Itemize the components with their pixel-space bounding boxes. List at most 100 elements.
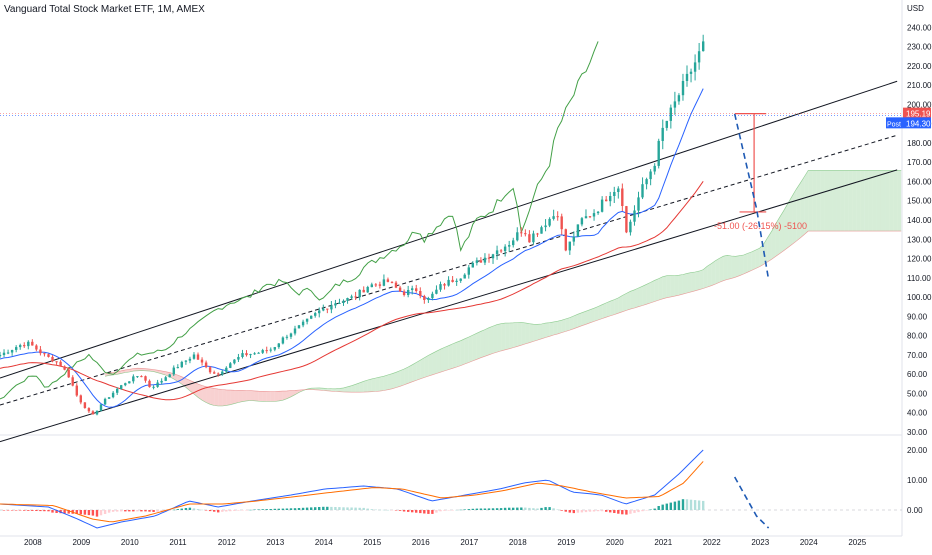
cloud-segment: [711, 260, 716, 286]
price-tick-label: 240.00: [907, 23, 932, 32]
cloud-segment: [262, 391, 267, 402]
candle-body: [358, 289, 361, 298]
macd-hist-bar: [233, 510, 236, 511]
cloud-segment: [141, 368, 146, 371]
candle-body: [350, 296, 353, 298]
candle-body: [15, 347, 18, 350]
cloud-segment: [432, 351, 437, 375]
macd-hist-bar: [140, 510, 143, 512]
macd-hist-bar: [180, 508, 183, 510]
macd-hist-bar: [31, 510, 34, 511]
macd-hist-bar: [338, 507, 341, 510]
candle-body: [99, 404, 103, 411]
macd-tick-label: 0.00: [907, 506, 923, 515]
macd-hist-bar: [621, 510, 624, 515]
time-tick-label: 2021: [654, 538, 672, 547]
candle-body: [168, 374, 171, 378]
macd-hist-bar: [572, 510, 575, 514]
cloud-segment: [424, 355, 429, 378]
macd-hist-bar: [301, 507, 305, 510]
macd-hist-bar: [653, 508, 656, 510]
cloud-segment: [250, 390, 255, 401]
cloud-segment: [282, 390, 287, 401]
cloud-segment: [743, 253, 748, 275]
cloud-segment: [371, 377, 376, 392]
cloud-segment: [565, 317, 570, 332]
macd-hist-bar: [55, 510, 58, 513]
candle-body: [79, 395, 82, 403]
candle-body: [0, 354, 2, 357]
macd-hist-bar: [681, 499, 685, 510]
cloud-segment: [816, 170, 821, 232]
time-tick-label: 2010: [121, 538, 139, 547]
cloud-segment: [412, 362, 417, 382]
candle-body: [544, 225, 547, 228]
cloud-segment: [864, 170, 869, 232]
macd-hist-bar: [277, 508, 280, 510]
cloud-segment: [751, 250, 756, 271]
candle-body: [322, 308, 325, 311]
candle-body: [293, 328, 297, 334]
candle-body: [342, 300, 345, 303]
cloud-segment: [278, 391, 283, 401]
cloud-segment: [484, 327, 489, 357]
macd-hist-bar: [637, 510, 640, 513]
macd-hist-bar: [217, 510, 220, 513]
cloud-segment: [687, 272, 692, 294]
price-tick-label: 120.00: [907, 255, 932, 264]
candle-body: [447, 279, 450, 286]
candle-body: [51, 356, 54, 362]
candle-body: [184, 360, 188, 362]
macd-hist-bar: [221, 510, 224, 512]
macd-hist-bar: [584, 510, 588, 513]
cloud-segment: [258, 391, 263, 402]
macd-hist-bar: [471, 508, 474, 510]
cloud-segment: [695, 271, 700, 291]
channel-upper-line: [0, 80, 898, 379]
candle-body: [459, 278, 462, 281]
price-tick-label: 230.00: [907, 43, 932, 52]
cloud-segment: [630, 289, 635, 310]
candle-body: [685, 73, 689, 81]
candle-body: [338, 303, 341, 304]
cloud-segment: [880, 170, 886, 232]
candle-body: [39, 349, 42, 354]
candle-body: [439, 284, 442, 290]
candle-body: [253, 353, 256, 355]
macd-hist-bar: [51, 510, 54, 513]
macd-hist-bar: [491, 508, 495, 510]
cloud-segment: [513, 322, 518, 348]
lagging-span-line: [0, 41, 599, 400]
macd-hist-bar: [237, 510, 240, 511]
cloud-segment: [234, 390, 239, 404]
channel-lower-line: [0, 169, 898, 443]
signal-line: [0, 461, 704, 523]
macd-hist-bar: [600, 510, 604, 512]
macd-hist-bar: [407, 510, 410, 512]
candle-body: [374, 284, 377, 286]
candle-body: [491, 254, 495, 259]
candle-body: [164, 377, 167, 381]
macd-hist-bar: [293, 508, 297, 510]
time-tick-label: 2019: [557, 538, 575, 547]
cloud-segment: [856, 170, 861, 232]
macd-hist-bar: [633, 510, 636, 513]
macd-hist-bar: [273, 508, 276, 510]
macd-hist-bar: [225, 510, 228, 512]
candle-body: [600, 199, 604, 212]
macd-hist-bar: [463, 509, 466, 510]
candle-body: [265, 350, 268, 352]
candle-body: [499, 250, 503, 252]
macd-projection-arrow: [734, 476, 770, 529]
macd-hist-bar: [99, 510, 103, 516]
cloud-segment: [561, 318, 566, 333]
macd-hist-bar: [79, 510, 82, 515]
macd-hist-bar: [378, 509, 382, 511]
macd-hist-bar: [394, 510, 398, 511]
price-axis: 30.00 40.00 50.00 60.00 70.00 80.00 90.00 100.0…: [907, 23, 932, 437]
cloud-segment: [444, 345, 449, 371]
cloud-segment: [820, 170, 825, 232]
candle-body: [200, 359, 204, 363]
macd-hist-bar: [249, 509, 252, 511]
